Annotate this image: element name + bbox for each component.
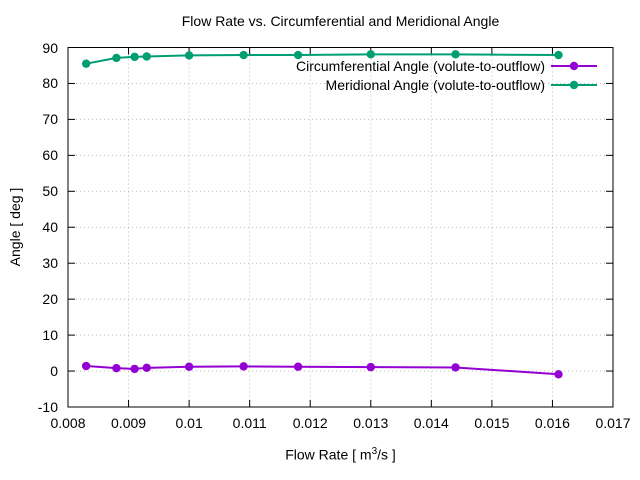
x-axis-label-superscript: 3 xyxy=(371,446,378,457)
y-tick-label: 90 xyxy=(42,39,58,56)
x-tick-label: 0.013 xyxy=(353,415,389,431)
data-point xyxy=(451,363,460,372)
data-point xyxy=(130,364,139,374)
data-point xyxy=(554,50,563,60)
data-point xyxy=(554,370,563,379)
legend-key-line-icon xyxy=(551,80,597,89)
x-tick-label: 0.015 xyxy=(474,415,510,431)
legend-key-line-icon xyxy=(551,61,597,70)
legend-entry-circumferential: Circumferential Angle (volute-to-outflow… xyxy=(296,56,597,75)
data-point xyxy=(366,362,375,372)
legend: Circumferential Angle (volute-to-outflow… xyxy=(296,56,597,94)
series-line-0 xyxy=(86,365,559,376)
y-tick-label: 0 xyxy=(50,363,58,380)
x-tick-label: 0.011 xyxy=(232,415,267,431)
series-line-1 xyxy=(85,53,559,65)
data-point xyxy=(112,363,121,373)
x-axis-label-units: /s ] xyxy=(377,446,396,463)
x-tick-label: 0.017 xyxy=(595,415,631,431)
data-point xyxy=(142,363,151,373)
legend-entry-meridional: Meridional Angle (volute-to-outflow) xyxy=(296,75,597,94)
data-point xyxy=(293,50,303,60)
y-tick-label: 50 xyxy=(42,183,58,200)
x-tick-label: 0.008 xyxy=(50,415,86,431)
legend-label: Circumferential Angle (volute-to-outflow… xyxy=(296,57,545,74)
y-tick-label: -10 xyxy=(37,399,58,415)
data-point xyxy=(293,362,303,371)
data-point xyxy=(366,50,375,59)
data-point xyxy=(81,361,91,371)
data-point xyxy=(130,52,139,62)
data-point xyxy=(239,362,248,371)
data-point xyxy=(184,51,194,60)
y-tick-label: 30 xyxy=(42,255,58,272)
y-tick-label: 20 xyxy=(42,291,58,308)
chart-title: Flow Rate vs. Circumferential and Meridi… xyxy=(181,13,500,29)
y-tick-label: 60 xyxy=(42,147,58,164)
data-point xyxy=(184,362,194,371)
x-axis-label: Flow Rate [ m3/s ] xyxy=(68,446,613,463)
legend-label: Meridional Angle (volute-to-outflow) xyxy=(325,76,545,93)
y-tick-label: 80 xyxy=(42,75,58,92)
y-tick-label: 70 xyxy=(42,111,58,128)
data-point xyxy=(112,53,121,63)
data-point xyxy=(451,50,460,59)
x-tick-label: 0.01 xyxy=(175,415,203,431)
x-tick-label: 0.012 xyxy=(292,415,328,431)
x-tick-label: 0.014 xyxy=(413,415,449,431)
y-tick-label: 10 xyxy=(42,327,58,344)
data-point xyxy=(81,59,91,68)
x-axis-label-text: Flow Rate [ m xyxy=(285,446,372,463)
data-point xyxy=(142,52,151,61)
plot-border xyxy=(67,47,614,408)
data-point xyxy=(239,50,248,60)
x-tick-label: 0.016 xyxy=(534,415,570,431)
y-tick-label: 40 xyxy=(42,219,58,236)
x-tick-label: 0.009 xyxy=(111,415,147,431)
